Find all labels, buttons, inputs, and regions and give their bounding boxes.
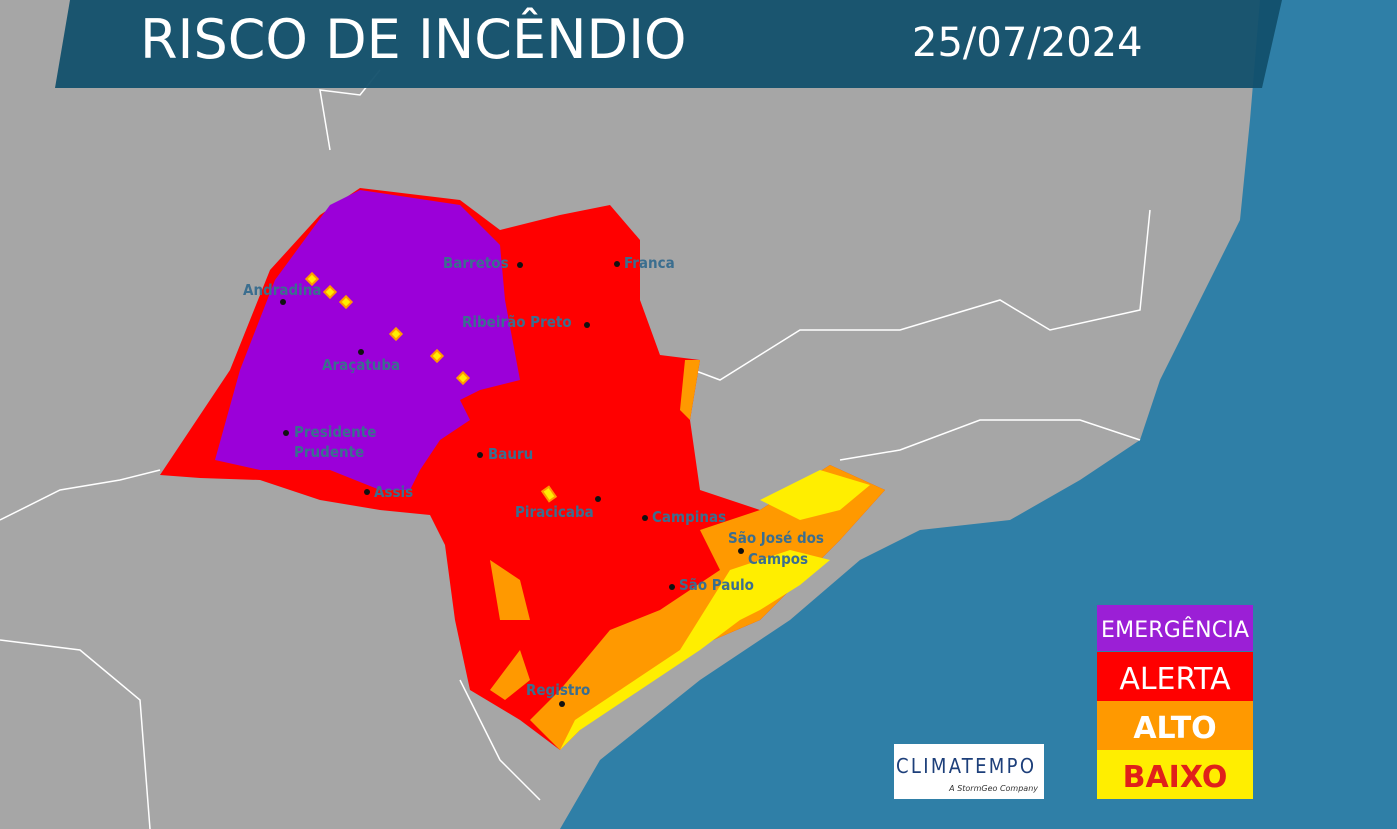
city-label: Assis <box>374 483 413 501</box>
legend-label: ALERTA <box>1119 662 1231 697</box>
region-emergencia <box>215 190 520 490</box>
title: RISCO DE INCÊNDIO <box>140 8 687 71</box>
city-dots <box>280 261 744 707</box>
city-label: Andradina <box>243 281 321 299</box>
city-label: Barretos <box>443 254 509 272</box>
legend-swatch <box>1097 750 1253 799</box>
city-label: Prudente <box>294 443 364 461</box>
city-label: Campos <box>748 550 808 568</box>
legend-swatch <box>1097 652 1253 701</box>
city-label: Registro <box>526 681 590 699</box>
city-labels: Barretos Franca Andradina Ribeirão Preto… <box>243 254 824 699</box>
legend: EMERGÊNCIA ALERTA ALTO BAIXO <box>1097 605 1253 799</box>
legend-swatch <box>1097 701 1253 750</box>
city-label: Campinas <box>652 508 726 526</box>
legend-swatch <box>1097 605 1253 651</box>
city-label: Franca <box>624 254 675 272</box>
city-label: Araçatuba <box>322 356 400 374</box>
region-baixo <box>560 470 870 750</box>
spots <box>304 271 558 503</box>
city-label: Bauru <box>488 445 533 463</box>
city-label: São José dos <box>728 529 824 547</box>
city-label: São Paulo <box>679 576 754 594</box>
legend-label: EMERGÊNCIA <box>1101 617 1249 643</box>
logo-box <box>894 744 1044 799</box>
legend-label: BAIXO <box>1123 760 1228 795</box>
logo-name: CLIMATEMPO <box>896 754 1034 778</box>
logo-tagline: A StormGeo Company <box>948 784 1038 793</box>
date: 25/07/2024 <box>912 20 1143 66</box>
legend-label: ALTO <box>1133 711 1216 746</box>
city-label: Presidente <box>294 423 376 441</box>
city-label: Ribeirão Preto <box>462 313 572 331</box>
city-label: Piracicaba <box>515 503 594 521</box>
header-banner <box>55 0 1282 88</box>
